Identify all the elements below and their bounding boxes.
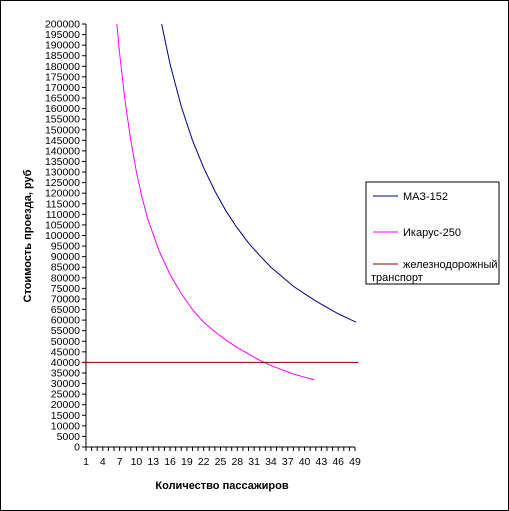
x-tick-label: 43 [316, 456, 328, 468]
x-tick-label: 16 [164, 456, 176, 468]
y-axis-ticks: 0500010000150002000025000300003500040000… [45, 19, 86, 454]
y-axis-title: Стоимость проезда, руб [22, 169, 34, 302]
y-tick-label: 170000 [45, 82, 80, 94]
x-tick-label: 7 [117, 456, 123, 468]
legend: МАЗ-152 Икарус-250 железнодорожный транспор… [365, 181, 500, 285]
y-tick-label: 80000 [51, 272, 80, 284]
series-layer [82, 23, 359, 381]
y-tick-label: 140000 [45, 145, 80, 157]
y-tick-label: 90000 [51, 251, 80, 263]
y-tick-label: 70000 [51, 293, 80, 305]
x-tick-label: 25 [215, 456, 227, 468]
y-tick-label: 60000 [51, 315, 80, 327]
y-tick-label: 135000 [45, 156, 80, 168]
x-tick-label: 40 [299, 456, 311, 468]
y-tick-label: 115000 [46, 198, 80, 210]
x-tick-label: 37 [282, 456, 294, 468]
y-tick-label: 145000 [45, 135, 80, 147]
y-tick-label: 110000 [46, 209, 80, 221]
x-tick-label: 4 [100, 456, 106, 468]
y-tick-label: 120000 [45, 188, 80, 200]
x-tick-label: 10 [131, 456, 143, 468]
legend-label-2: железнодорожный транспорт [371, 259, 498, 284]
x-tick-label: 13 [147, 456, 159, 468]
y-tick-label: 180000 [45, 61, 80, 73]
y-tick-label: 45000 [51, 346, 80, 358]
x-tick-label: 46 [332, 456, 344, 468]
y-tick-label: 5000 [57, 431, 81, 443]
y-tick-label: 160000 [45, 103, 80, 115]
y-tick-label: 125000 [45, 177, 80, 189]
plot-area [85, 24, 355, 448]
series-line-1 [116, 23, 315, 381]
y-tick-label: 155000 [45, 114, 80, 126]
y-tick-label: 185000 [45, 50, 80, 62]
y-tick-label: 25000 [51, 389, 80, 401]
x-axis-title: Количество пассажиров [155, 480, 288, 492]
y-tick-label: 85000 [51, 262, 80, 274]
y-tick-label: 10000 [51, 420, 80, 432]
y-tick-label: 165000 [45, 93, 80, 105]
y-tick-label: 195000 [45, 29, 80, 41]
y-tick-label: 40000 [51, 357, 80, 369]
x-tick-label: 31 [248, 456, 260, 468]
y-tick-label: 20000 [51, 399, 80, 411]
legend-label-1: Икарус-250 [403, 227, 461, 239]
y-tick-label: 130000 [45, 167, 80, 179]
y-tick-label: 200000 [45, 19, 80, 31]
legend-label-0: МАЗ-152 [403, 191, 448, 203]
y-tick-label: 0 [74, 442, 80, 454]
y-tick-label: 95000 [51, 241, 80, 253]
y-tick-label: 105000 [45, 219, 80, 231]
x-tick-label: 28 [231, 456, 243, 468]
x-axis-ticks: 1 4 7 10 13 16 19 22 25 28 31 34 37 40 43 46 49 [83, 447, 361, 468]
x-tick-label: 1 [83, 456, 89, 468]
y-tick-label: 75000 [51, 283, 80, 295]
x-tick-label: 49 [349, 456, 361, 468]
x-tick-label: 19 [181, 456, 193, 468]
y-tick-label: 35000 [51, 367, 80, 379]
x-tick-label: 34 [265, 456, 277, 468]
y-tick-label: 50000 [51, 336, 80, 348]
y-tick-label: 100000 [45, 230, 80, 242]
y-tick-label: 30000 [51, 378, 80, 390]
series-line-0 [161, 23, 357, 323]
y-tick-label: 65000 [51, 304, 80, 316]
y-tick-label: 15000 [51, 410, 80, 422]
legend-box [365, 181, 500, 285]
y-tick-label: 150000 [45, 124, 80, 136]
x-tick-label: 22 [198, 456, 210, 468]
y-tick-label: 190000 [45, 40, 80, 52]
y-tick-label: 175000 [45, 71, 80, 83]
y-tick-label: 55000 [51, 325, 80, 337]
